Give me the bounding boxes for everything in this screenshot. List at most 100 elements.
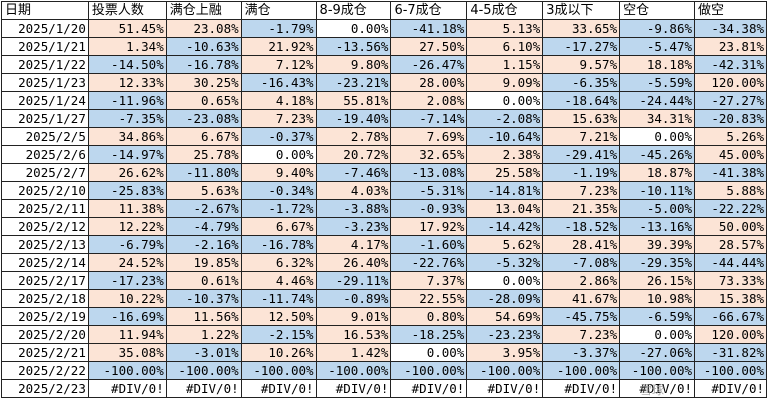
value-cell[interactable]: 26.40% bbox=[315, 253, 392, 272]
value-cell[interactable]: 6.10% bbox=[466, 37, 544, 56]
value-cell[interactable]: -18.52% bbox=[542, 217, 621, 236]
value-cell[interactable]: -100.00% bbox=[542, 361, 621, 380]
value-cell[interactable]: 0.00% bbox=[466, 91, 544, 110]
value-cell[interactable]: -2.08% bbox=[466, 109, 544, 128]
value-cell[interactable]: 15.63% bbox=[542, 109, 621, 128]
value-cell[interactable]: #DIV/0! bbox=[165, 379, 242, 398]
value-cell[interactable]: 11.38% bbox=[87, 199, 167, 218]
value-cell[interactable]: -100.00% bbox=[165, 361, 242, 380]
value-cell[interactable]: 7.37% bbox=[390, 271, 468, 290]
value-cell[interactable]: -100.00% bbox=[694, 361, 767, 380]
value-cell[interactable]: 7.21% bbox=[542, 127, 621, 146]
value-cell[interactable]: 41.67% bbox=[542, 289, 621, 308]
value-cell[interactable]: -6.59% bbox=[619, 307, 696, 326]
value-cell[interactable]: 0.65% bbox=[165, 91, 242, 110]
date-cell[interactable]: 2025/2/10 bbox=[1, 181, 89, 200]
date-cell[interactable]: 2025/2/7 bbox=[1, 163, 89, 182]
value-cell[interactable]: -24.44% bbox=[619, 91, 696, 110]
date-cell[interactable]: 2025/1/24 bbox=[1, 91, 89, 110]
value-cell[interactable]: -9.86% bbox=[619, 19, 696, 38]
value-cell[interactable]: 4.03% bbox=[315, 181, 392, 200]
value-cell[interactable]: 2.38% bbox=[466, 145, 544, 164]
value-cell[interactable]: -13.16% bbox=[619, 217, 696, 236]
value-cell[interactable]: 7.23% bbox=[240, 109, 317, 128]
value-cell[interactable]: 11.94% bbox=[87, 325, 167, 344]
value-cell[interactable]: 4.18% bbox=[240, 91, 317, 110]
value-cell[interactable]: -28.09% bbox=[466, 289, 544, 308]
value-cell[interactable]: -2.16% bbox=[165, 235, 242, 254]
value-cell[interactable]: 1.34% bbox=[87, 37, 167, 56]
value-cell[interactable]: 34.86% bbox=[87, 127, 167, 146]
value-cell[interactable]: 9.01% bbox=[315, 307, 392, 326]
value-cell[interactable]: -7.35% bbox=[87, 109, 167, 128]
value-cell[interactable]: 23.81% bbox=[694, 37, 767, 56]
value-cell[interactable]: 2.86% bbox=[542, 271, 621, 290]
value-cell[interactable]: 120.00% bbox=[694, 325, 767, 344]
value-cell[interactable]: 54.69% bbox=[466, 307, 544, 326]
value-cell[interactable]: 30.25% bbox=[165, 73, 242, 92]
value-cell[interactable]: 21.35% bbox=[542, 199, 621, 218]
value-cell[interactable]: -18.64% bbox=[542, 91, 621, 110]
value-cell[interactable]: 16.53% bbox=[315, 325, 392, 344]
value-cell[interactable]: 28.41% bbox=[542, 235, 621, 254]
value-cell[interactable]: 33.65% bbox=[542, 19, 621, 38]
value-cell[interactable]: 28.57% bbox=[694, 235, 767, 254]
column-header[interactable]: 做空 bbox=[694, 1, 767, 20]
value-cell[interactable]: 7.69% bbox=[390, 127, 468, 146]
value-cell[interactable]: -3.37% bbox=[542, 343, 621, 362]
value-cell[interactable]: 22.55% bbox=[390, 289, 468, 308]
value-cell[interactable]: -41.38% bbox=[694, 163, 767, 182]
value-cell[interactable]: 12.50% bbox=[240, 307, 317, 326]
column-header[interactable]: 空仓 bbox=[619, 1, 696, 20]
value-cell[interactable]: 9.09% bbox=[466, 73, 544, 92]
value-cell[interactable]: 9.80% bbox=[315, 55, 392, 74]
value-cell[interactable]: 12.22% bbox=[87, 217, 167, 236]
value-cell[interactable]: 21.92% bbox=[240, 37, 317, 56]
value-cell[interactable]: -5.59% bbox=[619, 73, 696, 92]
value-cell[interactable]: 9.40% bbox=[240, 163, 317, 182]
value-cell[interactable]: -19.40% bbox=[315, 109, 392, 128]
value-cell[interactable]: -45.75% bbox=[542, 307, 621, 326]
value-cell[interactable]: 1.15% bbox=[466, 55, 544, 74]
date-cell[interactable]: 2025/1/23 bbox=[1, 73, 89, 92]
value-cell[interactable]: 0.80% bbox=[390, 307, 468, 326]
value-cell[interactable]: -6.35% bbox=[542, 73, 621, 92]
value-cell[interactable]: 17.92% bbox=[390, 217, 468, 236]
value-cell[interactable]: 15.38% bbox=[694, 289, 767, 308]
value-cell[interactable]: 5.63% bbox=[165, 181, 242, 200]
column-header[interactable]: 8-9成仓 bbox=[315, 1, 392, 20]
value-cell[interactable]: #DIV/0! bbox=[694, 379, 767, 398]
value-cell[interactable]: 26.62% bbox=[87, 163, 167, 182]
value-cell[interactable]: -4.79% bbox=[165, 217, 242, 236]
column-header[interactable]: 投票人数 bbox=[87, 1, 167, 20]
value-cell[interactable]: 18.18% bbox=[619, 55, 696, 74]
value-cell[interactable]: -16.78% bbox=[165, 55, 242, 74]
value-cell[interactable]: -2.15% bbox=[240, 325, 317, 344]
value-cell[interactable]: 23.08% bbox=[165, 19, 242, 38]
value-cell[interactable]: 32.65% bbox=[390, 145, 468, 164]
value-cell[interactable]: 10.98% bbox=[619, 289, 696, 308]
value-cell[interactable]: 4.46% bbox=[240, 271, 317, 290]
value-cell[interactable]: -1.79% bbox=[240, 19, 317, 38]
value-cell[interactable]: -7.14% bbox=[390, 109, 468, 128]
value-cell[interactable]: -23.21% bbox=[315, 73, 392, 92]
value-cell[interactable]: 0.00% bbox=[619, 325, 696, 344]
date-cell[interactable]: 2025/2/13 bbox=[1, 235, 89, 254]
value-cell[interactable]: -10.63% bbox=[165, 37, 242, 56]
value-cell[interactable]: -16.43% bbox=[240, 73, 317, 92]
value-cell[interactable]: 11.56% bbox=[165, 307, 242, 326]
value-cell[interactable]: 5.13% bbox=[466, 19, 544, 38]
value-cell[interactable]: -34.38% bbox=[694, 19, 767, 38]
value-cell[interactable]: -5.32% bbox=[466, 253, 544, 272]
value-cell[interactable]: -20.83% bbox=[694, 109, 767, 128]
value-cell[interactable]: -42.31% bbox=[694, 55, 767, 74]
value-cell[interactable]: -3.23% bbox=[315, 217, 392, 236]
value-cell[interactable]: #DIV/0! bbox=[240, 379, 317, 398]
value-cell[interactable]: -7.08% bbox=[542, 253, 621, 272]
date-cell[interactable]: 2025/2/21 bbox=[1, 343, 89, 362]
value-cell[interactable]: 2.78% bbox=[315, 127, 392, 146]
value-cell[interactable]: 50.00% bbox=[694, 217, 767, 236]
date-cell[interactable]: 2025/2/5 bbox=[1, 127, 89, 146]
value-cell[interactable]: -23.08% bbox=[165, 109, 242, 128]
value-cell[interactable]: 18.87% bbox=[619, 163, 696, 182]
